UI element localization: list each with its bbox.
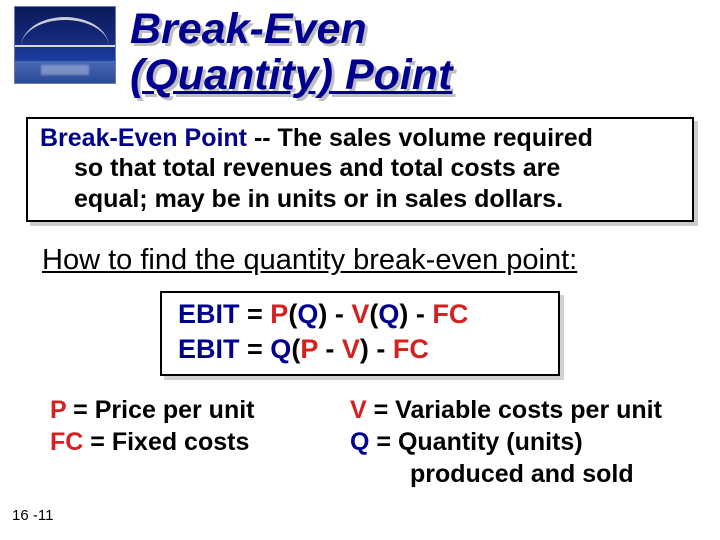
bridge-image (14, 6, 116, 84)
legend-q-line2: produced and sold (350, 458, 690, 490)
legend-v: V = Variable costs per unit (350, 394, 690, 426)
legend-p: P = Price per unit (50, 394, 350, 426)
slide-title: Break-Even (Quantity) Point (130, 6, 452, 99)
title-line-2: (Quantity) Point (130, 52, 452, 98)
formula-line-1: EBIT = P(Q) - V(Q) - FC (178, 297, 542, 332)
formula-line-2: EBIT = Q(P - V) - FC (178, 332, 542, 367)
formula-box: EBIT = P(Q) - V(Q) - FC EBIT = Q(P - V) … (160, 291, 560, 375)
legend-q-line1: Q = Quantity (units) (350, 426, 690, 458)
definition-line2: so that total revenues and total costs a… (40, 154, 560, 182)
page-number: 16 -11 (12, 507, 53, 524)
title-line-1: Break-Even (130, 6, 452, 52)
definition-box: Break-Even Point -- The sales volume req… (26, 117, 694, 223)
how-to-line: How to find the quantity break-even poin… (42, 244, 720, 277)
legend: P = Price per unit FC = Fixed costs V = … (0, 394, 720, 490)
definition-line3: equal; may be in units or in sales dolla… (40, 185, 563, 213)
legend-fc: FC = Fixed costs (50, 426, 350, 458)
header-row: Break-Even (Quantity) Point (0, 0, 720, 99)
definition-term: Break-Even Point (40, 124, 247, 152)
definition-line1: -- The sales volume required (247, 124, 593, 152)
